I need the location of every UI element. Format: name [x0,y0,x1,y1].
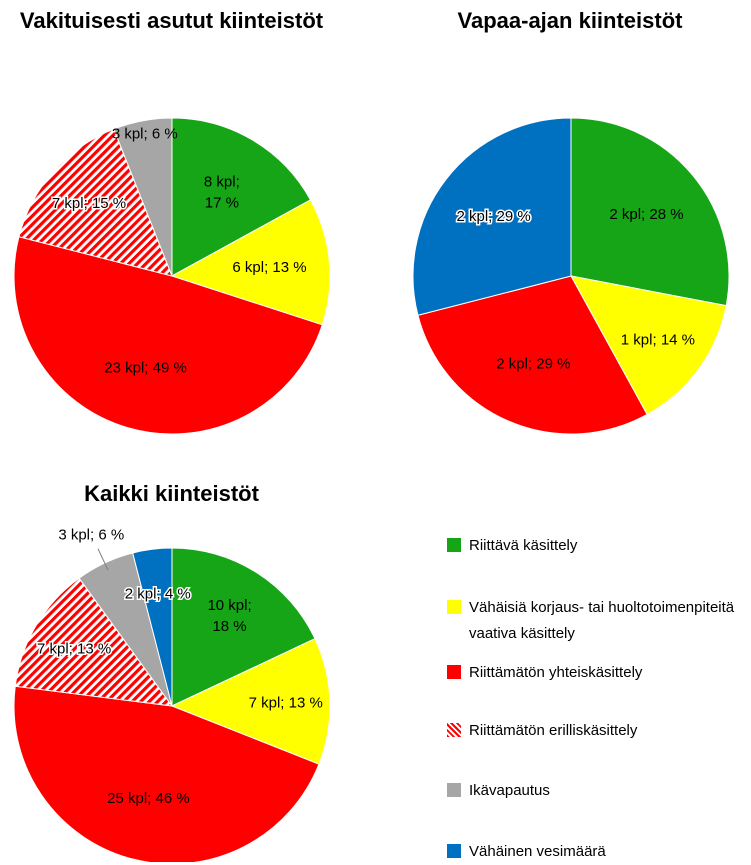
slice-label: 7 kpl; 13 % [249,695,323,712]
pie-slice [570,275,727,416]
legend-label: Riittämätön yhteiskäsittely [469,664,643,681]
slice-label: 2 kpl; 28 % [609,206,683,223]
pie-slice [113,117,173,277]
legend-label: Riittämätön erilliskäsittely [469,722,638,739]
legend-swatch [447,665,461,679]
legend-swatch [447,600,461,614]
chart-title-vapaa-ajan: Vapaa-ajan kiinteistöt [457,8,683,33]
slice-label: 2 kpl; 29 % [496,355,570,372]
slice-label: 1 kpl; 14 % [621,331,695,348]
pie-slice [14,577,174,707]
legend-label: Vähäisiä korjaus- tai huoltotoimenpiteit… [469,599,735,642]
legend-swatch [447,723,461,737]
slice-label: 23 kpl; 49 % [104,359,187,376]
slice-label: 10 kpl; 18 % [207,597,251,635]
pie-slice [570,117,730,307]
slice-label: 3 kpl; 6 % [58,527,124,544]
slice-label: 2 kpl; 29 % [456,208,530,225]
pie-slice [13,685,320,862]
legend-swatch [447,783,461,797]
pie-slice [18,128,173,277]
pie-slice [132,547,173,707]
slice-label: 7 kpl; 15 % [52,195,126,212]
slice-label: 7 kpl; 13 % [37,640,111,657]
chart-title-kaikki: Kaikki kiinteistöt [84,481,259,506]
legend-swatch [447,538,461,552]
pie-slice [417,275,648,435]
legend-label: Riittävä käsittely [469,537,578,554]
chart-title-vakituisesti: Vakituisesti asutut kiinteistöt [19,8,324,33]
slice-label: 2 kpl; 4 % [125,585,191,602]
pie-slice [13,236,323,435]
pie-slice [170,638,331,765]
slice-label: 6 kpl; 13 % [232,259,306,276]
pie-slice [412,117,572,316]
legend-label: Vähäinen vesimäärä [469,843,606,860]
legend-label: Ikävapautus [469,782,550,799]
slice-label: 3 kpl; 6 % [112,125,178,142]
pie-slice [171,117,312,277]
leader-line [97,548,109,571]
slice-label: 25 kpl; 46 % [107,790,190,807]
pie-slice [171,547,316,707]
slice-label: 8 kpl; 17 % [204,173,240,211]
legend-swatch [447,844,461,858]
pie-slice [170,199,331,326]
